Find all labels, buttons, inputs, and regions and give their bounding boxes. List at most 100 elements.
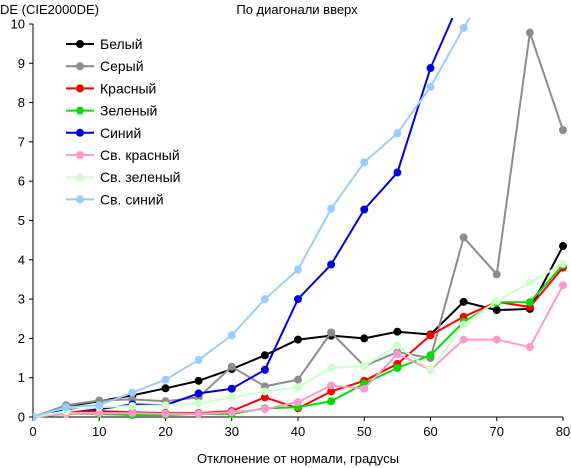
legend-label: Красный: [100, 80, 156, 96]
data-point: [327, 381, 336, 390]
y-tick-label: 7: [18, 134, 25, 149]
data-point: [260, 387, 269, 396]
data-point: [161, 401, 170, 410]
data-point: [194, 376, 203, 385]
data-point: [426, 365, 435, 374]
legend-swatch-marker: [76, 128, 84, 137]
x-axis-label: Отклонение от нормали, градусы: [197, 451, 399, 466]
chart-title: По диагонали вверх: [236, 2, 358, 17]
data-point: [327, 387, 336, 396]
data-point: [62, 403, 71, 412]
legend-swatch-marker: [76, 106, 84, 115]
legend-item: Св. зеленый: [66, 169, 180, 185]
data-point: [492, 335, 501, 344]
data-point: [327, 397, 336, 406]
data-point: [360, 205, 369, 214]
data-point: [227, 408, 236, 417]
data-point: [559, 126, 567, 135]
data-point: [294, 375, 302, 384]
data-point: [426, 82, 435, 91]
x-tick-label: 30: [225, 424, 239, 439]
x-tick-label: 70: [490, 424, 504, 439]
x-tick-label: 0: [29, 424, 36, 439]
y-tick-label: 3: [18, 292, 25, 307]
legend-item: Зеленый: [66, 103, 157, 119]
data-point: [492, 270, 501, 279]
legend-item: Белый: [66, 36, 143, 52]
series-8: [33, 18, 471, 421]
data-point: [393, 327, 402, 336]
data-point: [559, 259, 567, 268]
legend-item: Серый: [66, 58, 144, 74]
series-5: [33, 18, 454, 421]
y-tick-label: 9: [18, 56, 25, 71]
x-tick-label: 20: [158, 424, 172, 439]
data-point: [525, 298, 534, 307]
legend-label: Серый: [100, 58, 144, 74]
data-point: [294, 383, 302, 392]
data-point: [426, 331, 435, 340]
data-point: [95, 401, 104, 410]
legend-swatch-marker: [76, 40, 84, 48]
data-point: [194, 399, 203, 408]
data-point: [260, 295, 269, 304]
data-point: [128, 388, 137, 397]
legend-swatch-marker: [76, 195, 84, 204]
data-point: [33, 413, 37, 421]
data-point: [360, 384, 369, 393]
data-point: [227, 362, 236, 371]
series-line: [33, 18, 454, 418]
x-tick-label: 40: [291, 424, 305, 439]
data-point: [393, 350, 402, 359]
y-tick-label: 5: [18, 213, 25, 228]
data-point: [327, 328, 336, 337]
legend-swatch-marker: [76, 62, 84, 71]
data-point: [559, 242, 567, 251]
data-point: [227, 331, 236, 340]
data-point: [459, 23, 468, 32]
legend-label: Св. красный: [100, 147, 180, 163]
data-point: [459, 297, 468, 306]
legend-item: Красный: [66, 80, 156, 96]
data-point: [260, 405, 269, 414]
data-point: [360, 361, 369, 370]
data-point: [459, 320, 468, 329]
data-point: [260, 393, 269, 402]
series-6: [33, 281, 567, 421]
x-tick-label: 60: [423, 424, 437, 439]
data-point: [128, 409, 137, 418]
data-point: [393, 341, 402, 350]
x-tick-label: 80: [556, 424, 570, 439]
y-tick-label: 2: [18, 331, 25, 346]
data-point: [492, 306, 501, 315]
data-point: [360, 158, 369, 167]
x-tick-label: 10: [92, 424, 106, 439]
data-point: [459, 233, 468, 242]
legend-label: Св. синий: [100, 191, 164, 207]
y-tick-label: 4: [18, 252, 25, 267]
data-point: [161, 409, 170, 418]
data-point: [227, 393, 236, 402]
data-point: [227, 384, 236, 393]
legend-swatch-marker: [76, 151, 84, 159]
data-point: [194, 356, 203, 365]
y-tick-label: 10: [11, 17, 25, 32]
legend-label: Синий: [100, 125, 141, 141]
plot-area: [33, 18, 567, 421]
y-tick-label: 1: [18, 370, 25, 385]
data-point: [260, 351, 269, 360]
data-point: [525, 278, 534, 287]
series-layer: [33, 18, 567, 421]
data-point: [559, 281, 567, 290]
legend-item: Св. синий: [66, 191, 164, 207]
data-point: [327, 363, 336, 372]
data-point: [492, 297, 501, 306]
legend-label: Зеленый: [100, 103, 157, 119]
legend-swatch-marker: [76, 84, 84, 93]
legend: Белый Серый Красный Зеленый Синий Св. красный…: [66, 36, 180, 207]
y-tick-label: 0: [18, 410, 25, 425]
legend-label: Белый: [100, 36, 143, 52]
x-tick-label: 50: [357, 424, 371, 439]
legend-label: Св. зеленый: [100, 169, 180, 185]
